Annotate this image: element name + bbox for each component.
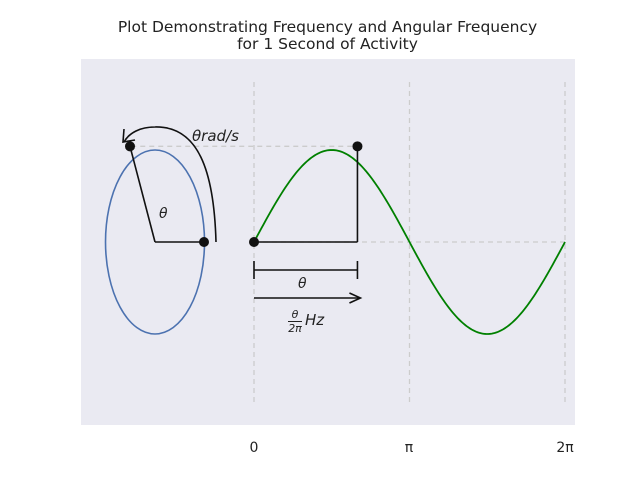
x-tick-label-2pi: 2π <box>556 440 574 456</box>
chart-title-line-2: for 1 Second of Activity <box>237 35 418 53</box>
rotation-arc <box>123 126 217 243</box>
fraction-bar <box>288 321 302 322</box>
chart-marks <box>104 126 566 335</box>
frequency-unit-label: Hz <box>305 311 325 329</box>
point-1 <box>199 237 209 247</box>
frequency-fraction: θ 2π <box>288 309 302 334</box>
x-tick-label-pi: π <box>404 440 414 456</box>
sine-curve <box>253 149 566 335</box>
point-0 <box>125 141 135 152</box>
point-2 <box>249 237 259 247</box>
point-3 <box>352 141 363 152</box>
x-tick-label-0: 0 <box>249 440 259 456</box>
frequency-denominator: 2π <box>288 322 302 335</box>
rotation-rate-label: θrad/s <box>192 127 239 145</box>
rotation-arrowhead <box>122 128 136 143</box>
angle-label: θ <box>159 206 168 222</box>
chart-title-line-1: Plot Demonstrating Frequency and Angular… <box>117 18 538 36</box>
radius-line-rotated <box>129 146 156 243</box>
interval-label: θ <box>298 276 307 292</box>
frequency-arrowhead <box>349 292 363 304</box>
frequency-numerator: θ <box>291 308 299 321</box>
